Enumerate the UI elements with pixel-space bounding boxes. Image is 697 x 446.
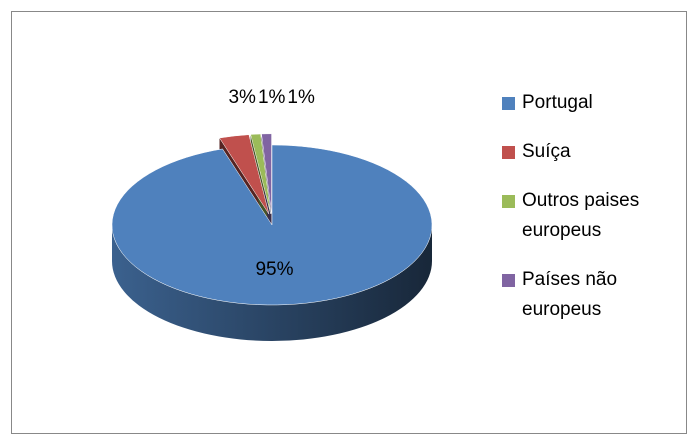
legend-item: Portugal: [502, 88, 662, 118]
legend-swatch: [502, 274, 515, 287]
slice: [111, 144, 433, 306]
legend-label: Portugal: [522, 92, 593, 113]
slice: [219, 134, 270, 215]
slice: [261, 133, 272, 214]
data-label: 1%: [287, 87, 315, 108]
slice-front: [112, 225, 432, 341]
legend-swatch: [502, 195, 515, 208]
data-label: 1%: [258, 87, 286, 108]
legend-swatch: [502, 146, 515, 159]
legend-label: Suíça: [522, 141, 571, 162]
legend-label: Outros paises europeus: [522, 190, 640, 241]
legend-item: Suíça: [502, 137, 662, 167]
legend-label: Países não europeus: [522, 269, 618, 320]
legend: Portugal Suíça Outros paises europeus Paíse…: [502, 88, 682, 344]
data-label: 95%: [255, 259, 293, 280]
legend-swatch: [502, 97, 515, 110]
slice: [250, 133, 271, 214]
legend-item: Outros paises europeus: [502, 186, 662, 246]
legend-item: Países não europeus: [502, 265, 662, 325]
data-label: 3%: [228, 87, 256, 108]
